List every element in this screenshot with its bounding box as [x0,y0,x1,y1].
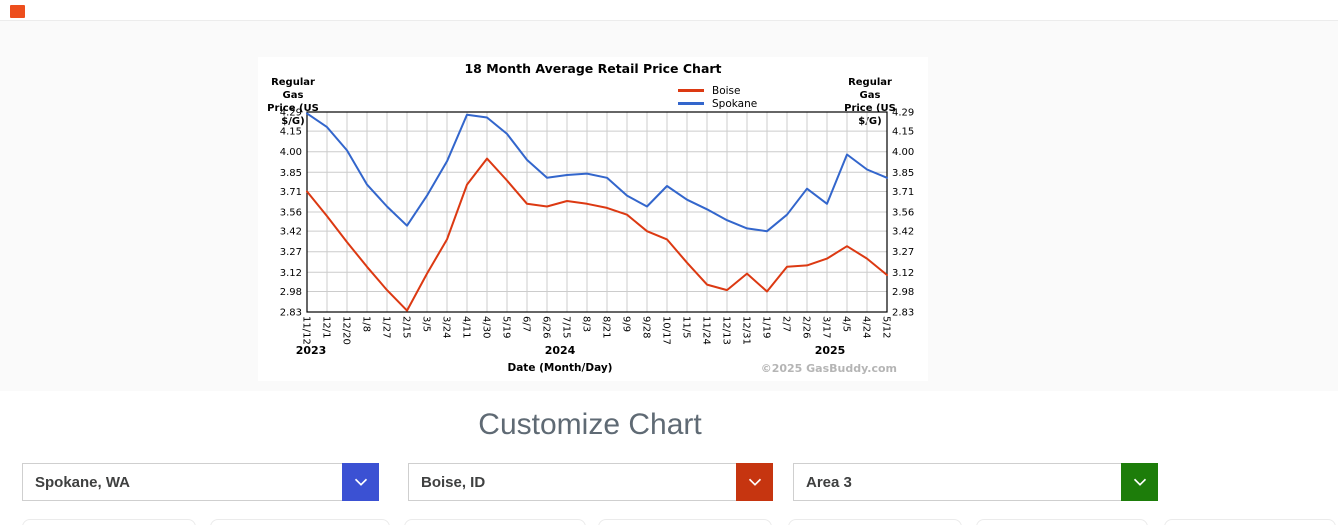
svg-text:10/17: 10/17 [661,316,672,345]
svg-text:3.12: 3.12 [892,268,914,279]
svg-text:4.15: 4.15 [280,127,302,138]
svg-text:9/28: 9/28 [641,316,652,338]
svg-text:3.42: 3.42 [892,227,914,238]
svg-text:11/12: 11/12 [301,316,312,345]
svg-text:3.56: 3.56 [892,208,914,219]
legend-item-spokane: Spokane [678,97,757,110]
area3-select[interactable]: Area 3 [793,463,1158,501]
y-axis-label-left-line1: Regular Gas [271,77,315,101]
svg-text:7/15: 7/15 [561,316,572,338]
svg-text:12/1: 12/1 [321,316,332,338]
svg-text:3.27: 3.27 [892,247,914,258]
svg-text:4/5: 4/5 [841,316,852,332]
svg-text:4.15: 4.15 [892,127,914,138]
spokane-line-swatch [678,102,704,105]
svg-text:2/26: 2/26 [801,316,812,338]
svg-text:9/9: 9/9 [621,316,632,332]
option-card-partial[interactable] [788,519,962,525]
y-axis-label-right: Regular Gas Price (US $/G) [837,76,903,128]
svg-text:3/24: 3/24 [441,316,452,338]
svg-text:1/27: 1/27 [381,316,392,338]
chart-plot: 4.29 4.29 4.15 4.15 4.00 4.00 3.85 3.85 3.71 3.71… [280,108,915,358]
area2-select[interactable]: Boise, ID [408,463,773,501]
area2-select-value: Boise, ID [421,473,486,491]
svg-text:5/12: 5/12 [881,316,892,338]
svg-text:3.85: 3.85 [892,168,914,179]
svg-text:3.12: 3.12 [280,268,302,279]
option-card-partial[interactable] [1164,519,1336,525]
svg-text:2.83: 2.83 [280,308,302,319]
svg-text:4.00: 4.00 [892,147,914,158]
svg-text:4.29: 4.29 [280,108,302,119]
svg-text:3/17: 3/17 [821,316,832,338]
option-card-partial[interactable] [404,519,586,525]
legend-label-spokane: Spokane [712,97,758,110]
svg-text:1/19: 1/19 [761,316,772,338]
top-bar [0,0,1338,21]
chart-legend: Boise Spokane [678,84,757,110]
price-chart-card: 18 Month Average Retail Price Chart Regu… [258,57,928,381]
svg-text:12/31: 12/31 [741,316,752,345]
area3-select-value: Area 3 [806,473,852,491]
svg-text:2/7: 2/7 [781,316,792,332]
svg-text:3.71: 3.71 [280,187,302,198]
svg-text:4/30: 4/30 [481,316,492,338]
area2-select-chevron-button[interactable] [736,463,773,501]
svg-text:2024: 2024 [545,344,576,357]
svg-text:3/5: 3/5 [421,316,432,332]
svg-text:3.56: 3.56 [280,208,302,219]
svg-text:11/24: 11/24 [701,316,712,345]
y-axis-label-right-line1: Regular Gas [848,77,892,101]
chevron-down-icon [748,478,761,486]
svg-text:3.85: 3.85 [280,168,302,179]
x-axis-title: Date (Month/Day) [507,362,613,374]
svg-text:1/8: 1/8 [361,316,372,332]
y-axis-label-left: Regular Gas Price (US $/G) [260,76,326,128]
svg-text:12/13: 12/13 [721,316,732,345]
svg-text:11/5: 11/5 [681,316,692,338]
option-card-partial[interactable] [210,519,390,525]
customize-chart-heading: Customize Chart [478,408,702,441]
svg-text:8/3: 8/3 [581,316,592,332]
svg-text:3.27: 3.27 [280,247,302,258]
svg-text:4/11: 4/11 [461,316,472,338]
svg-text:8/21: 8/21 [601,316,612,338]
option-card-partial[interactable] [598,519,772,525]
logo-placeholder-icon [10,5,25,18]
svg-text:2023: 2023 [296,344,327,357]
y-axis-label-right-line2: Price (US $/G) [844,103,896,127]
svg-text:2.98: 2.98 [280,287,302,298]
chart-title: 18 Month Average Retail Price Chart [464,61,722,76]
area3-select-chevron-button[interactable] [1121,463,1158,501]
svg-text:3.71: 3.71 [892,187,914,198]
svg-text:6/7: 6/7 [521,316,532,332]
svg-text:4.00: 4.00 [280,147,302,158]
svg-text:2.83: 2.83 [892,308,914,319]
copyright-text: ©2025 GasBuddy.com [760,362,897,375]
svg-text:2025: 2025 [815,344,846,357]
option-card-partial[interactable] [22,519,196,525]
svg-text:6/26: 6/26 [541,316,552,338]
svg-text:12/20: 12/20 [341,316,352,345]
area1-select-value: Spokane, WA [35,473,131,491]
chevron-down-icon [1133,478,1146,486]
area1-select-chevron-button[interactable] [342,463,379,501]
boise-line-swatch [678,89,704,92]
svg-text:4/24: 4/24 [861,316,872,338]
option-card-partial[interactable] [976,519,1148,525]
svg-text:2.98: 2.98 [892,287,914,298]
svg-text:3.42: 3.42 [280,227,302,238]
svg-text:4.29: 4.29 [892,108,914,119]
legend-label-boise: Boise [712,84,741,97]
svg-text:5/19: 5/19 [501,316,512,338]
y-axis-label-left-line2: Price (US $/G) [267,103,319,127]
area1-select[interactable]: Spokane, WA [22,463,379,501]
legend-item-boise: Boise [678,84,757,97]
svg-text:2/15: 2/15 [401,316,412,338]
chevron-down-icon [354,478,367,486]
